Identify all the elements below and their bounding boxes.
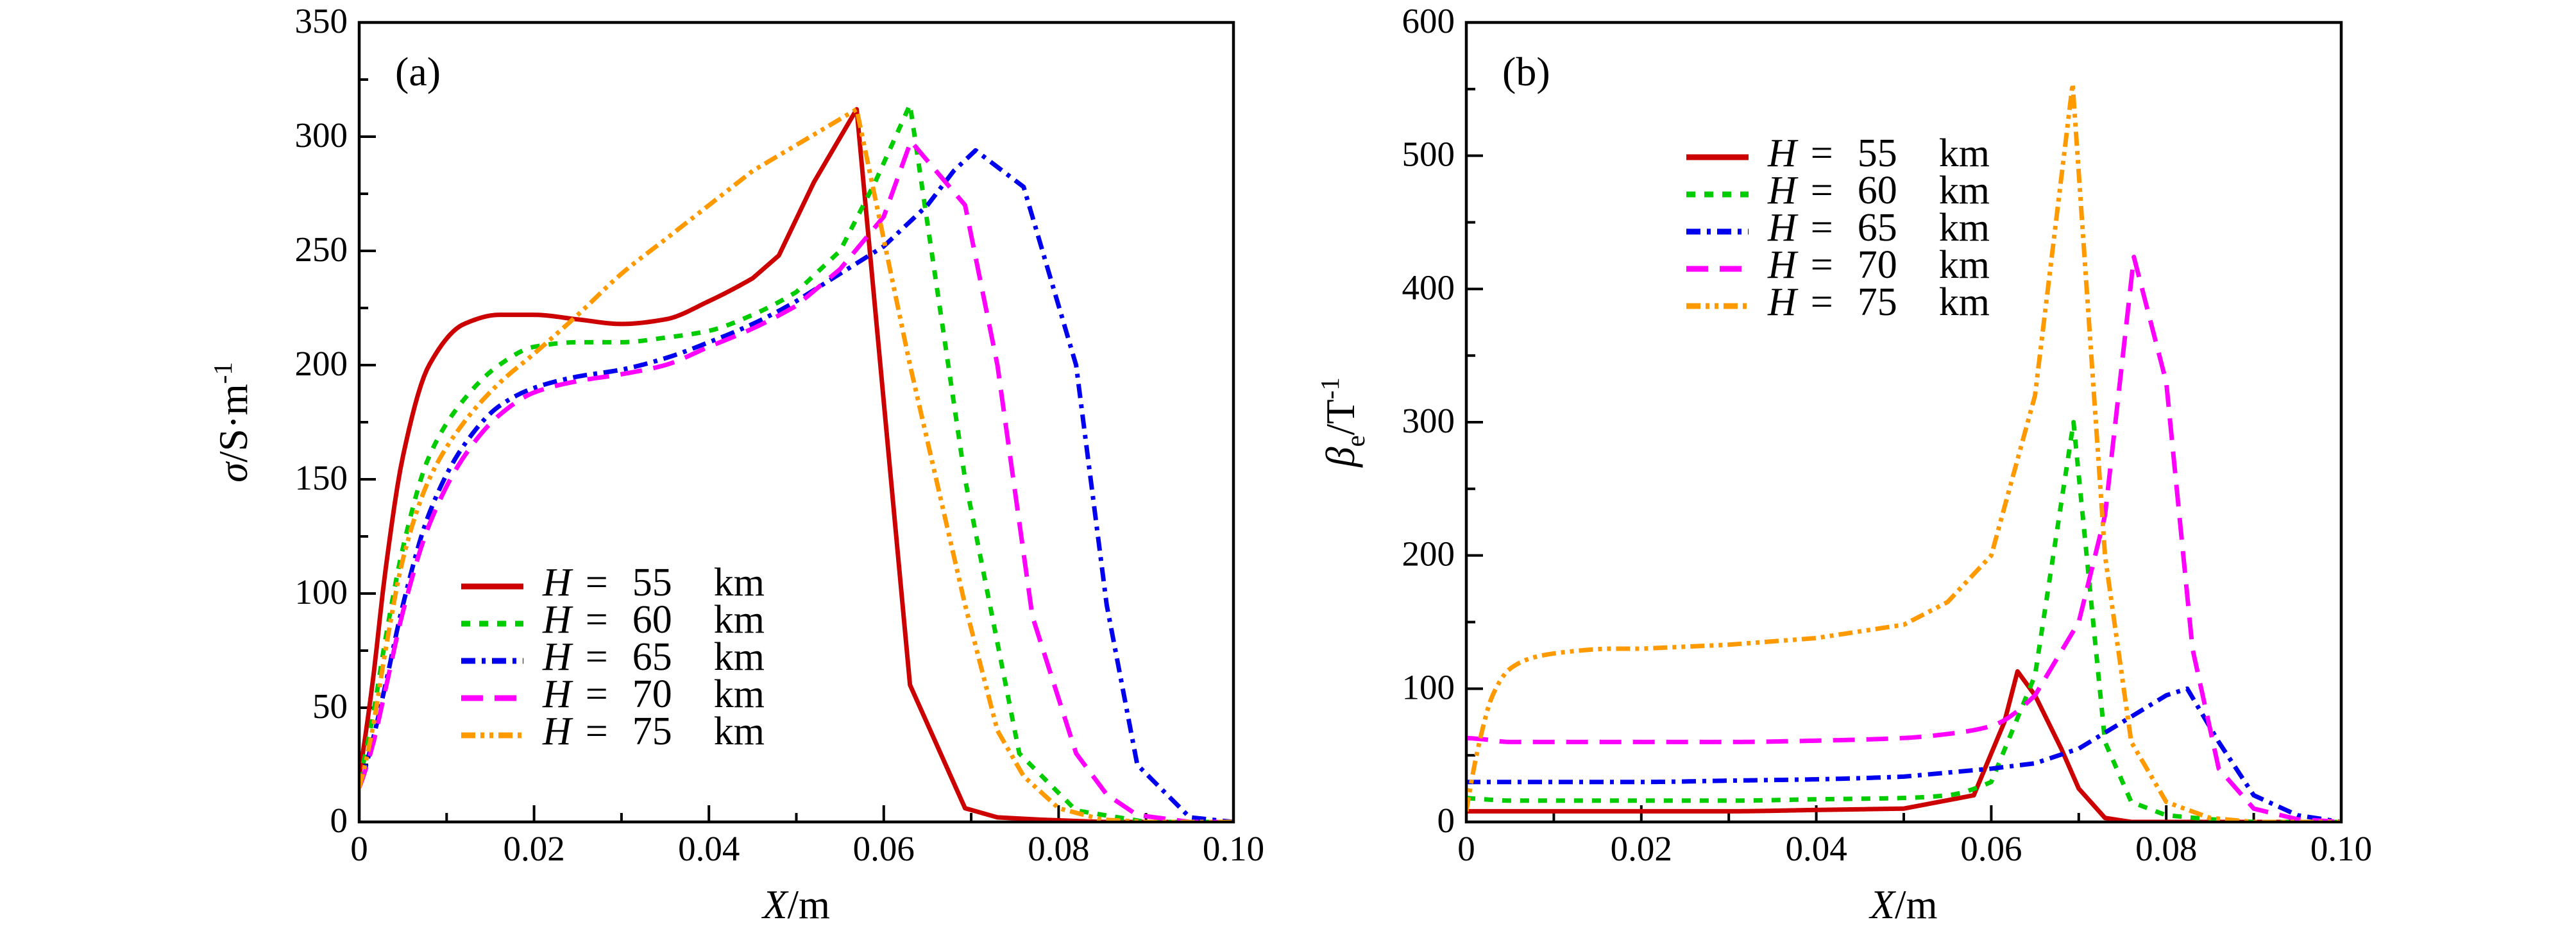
svg-text:X/m: X/m — [761, 882, 830, 927]
svg-text:0.04: 0.04 — [678, 829, 740, 868]
svg-text:200: 200 — [295, 344, 348, 383]
svg-text:0.06: 0.06 — [853, 829, 915, 868]
svg-text:0.02: 0.02 — [1611, 829, 1672, 868]
svg-text:0.10: 0.10 — [2310, 829, 2372, 868]
svg-text:200: 200 — [1402, 534, 1455, 574]
svg-text:0.02: 0.02 — [503, 829, 564, 868]
svg-text:400: 400 — [1402, 268, 1455, 307]
svg-text:300: 300 — [1402, 401, 1455, 440]
svg-text:0: 0 — [1457, 829, 1475, 868]
svg-text:300: 300 — [295, 115, 348, 155]
svg-text:0.08: 0.08 — [1028, 829, 1089, 868]
svg-text:0.06: 0.06 — [1960, 829, 2022, 868]
svg-text:(a): (a) — [395, 49, 441, 94]
svg-text:500: 500 — [1402, 135, 1455, 174]
svg-text:250: 250 — [295, 230, 348, 269]
svg-text:0.08: 0.08 — [2135, 829, 2197, 868]
svg-text:100: 100 — [1402, 667, 1455, 706]
svg-text:0.04: 0.04 — [1785, 829, 1847, 868]
svg-text:0.10: 0.10 — [1203, 829, 1264, 868]
svg-text:0: 0 — [350, 829, 368, 868]
svg-text:(b): (b) — [1502, 49, 1550, 94]
svg-text:600: 600 — [1402, 1, 1455, 40]
svg-text:X/m: X/m — [1868, 882, 1938, 927]
svg-text:350: 350 — [295, 1, 348, 40]
svg-text:0: 0 — [1437, 801, 1455, 840]
svg-text:0: 0 — [330, 801, 348, 840]
svg-text:150: 150 — [295, 458, 348, 497]
svg-text:100: 100 — [295, 572, 348, 611]
svg-text:50: 50 — [312, 687, 348, 726]
